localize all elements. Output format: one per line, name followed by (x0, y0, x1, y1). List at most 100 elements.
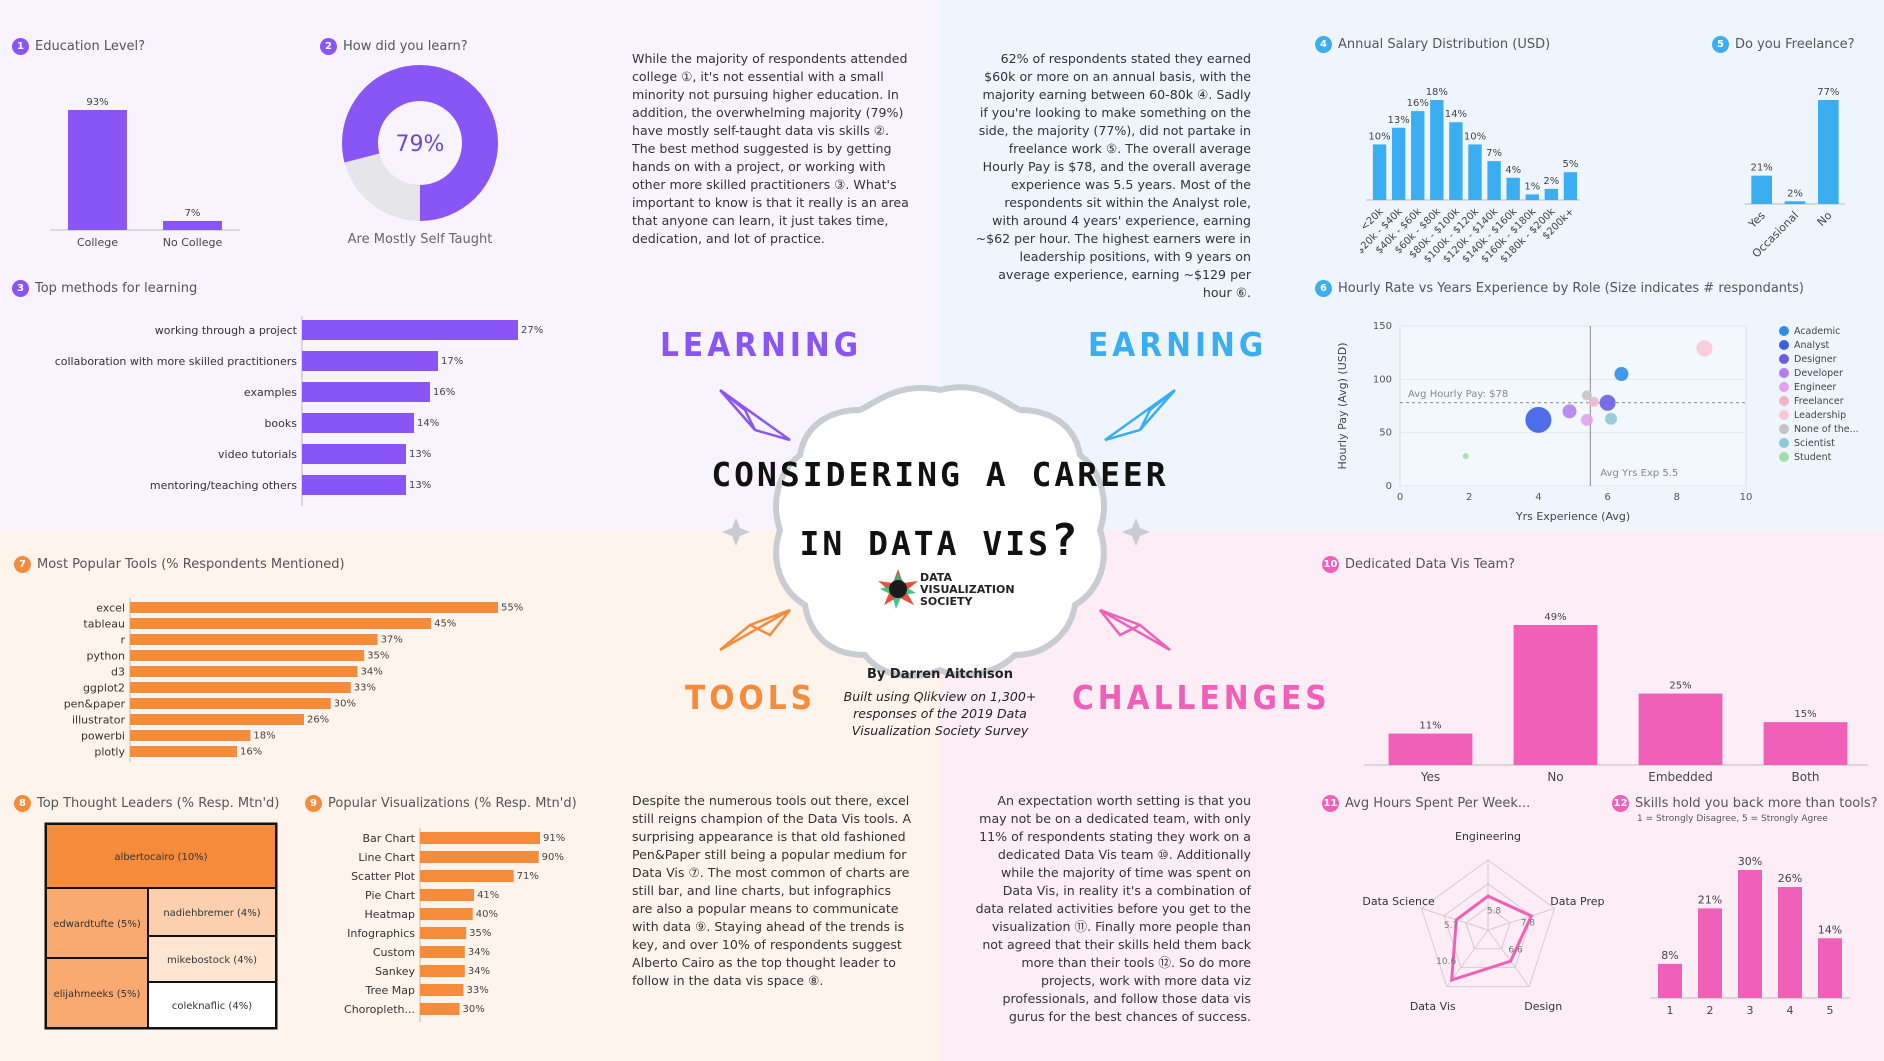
category-label: excel (96, 602, 125, 615)
category-label: Choropleth... (344, 1003, 415, 1016)
radar-spoke (1487, 907, 1555, 931)
data-label: 14% (417, 418, 439, 429)
bar (130, 634, 378, 645)
data-label: 30% (334, 699, 356, 710)
bar (1818, 100, 1839, 204)
chart-11-title: 11 Avg Hours Spent Per Week... (1322, 795, 1531, 812)
radar-axis-label: Design (1524, 1000, 1562, 1013)
scatter-point (1605, 412, 1618, 425)
chart-education-level: 93% College 7% No College (50, 97, 240, 249)
category-label: 1 (1667, 1004, 1674, 1017)
bar (130, 698, 331, 709)
bar (68, 110, 127, 230)
legend-label: Developer (1794, 368, 1843, 379)
bar (130, 730, 251, 741)
chart-dedicated-team: 11% Yes 49% No 25% Embedded 15% Both (1364, 612, 1868, 784)
radar-axis-label: Engineering (1455, 830, 1521, 843)
data-label: 13% (409, 480, 431, 491)
data-label: 93% (86, 97, 108, 108)
number-badge-3: 3 (12, 280, 29, 297)
category-label: Bar Chart (362, 832, 415, 845)
main-title-line1: CONSIDERING A CAREER (711, 455, 1169, 494)
data-label: 35% (367, 651, 389, 662)
bar (302, 413, 414, 433)
data-label: 8% (1661, 949, 1678, 962)
bar (1391, 127, 1406, 200)
data-label: 10% (1368, 131, 1390, 142)
y-tick-label: 0 (1386, 481, 1392, 492)
section-learning: LEARNING (660, 325, 863, 364)
sparkle-icon-right (1122, 518, 1150, 546)
bar (1563, 172, 1578, 200)
chart-skills: 8% 1 21% 2 30% 3 26% 4 14% 5 (1650, 855, 1850, 1017)
data-label: 91% (543, 833, 565, 844)
category-label: Embedded (1648, 770, 1713, 784)
section-challenges: CHALLENGES (1072, 678, 1331, 717)
category-label: ggplot2 (83, 682, 125, 695)
bar (130, 602, 498, 613)
radar-axis-label: Data Science (1362, 895, 1435, 908)
treemap-label: nadiehbremer (4%) (163, 908, 260, 919)
bar (420, 984, 464, 996)
x-tick-label: 2 (1466, 492, 1472, 503)
category-label: python (87, 650, 126, 663)
radar-value-label: 6.6 (1508, 946, 1523, 956)
legend-swatch (1779, 382, 1789, 392)
bar (1751, 175, 1772, 204)
category-label: Heatmap (364, 908, 415, 921)
rocket-icon-challenges (1099, 608, 1171, 652)
legend-swatch (1779, 452, 1789, 462)
main-title-line2: IN DATA VIS? (799, 515, 1081, 566)
radar-spoke (1446, 929, 1489, 987)
bar (1818, 938, 1842, 998)
data-label: 26% (307, 715, 329, 726)
legend-swatch (1779, 368, 1789, 378)
legend-swatch (1779, 354, 1789, 364)
category-label: plotly (94, 746, 125, 759)
legend-label: None of the... (1794, 424, 1859, 435)
category-label: mentoring/teaching others (150, 479, 297, 492)
data-label: 13% (1388, 115, 1410, 126)
donut-slice (342, 65, 498, 221)
number-badge-5: 5 (1712, 36, 1729, 53)
scatter-point (1599, 394, 1616, 411)
bar (1487, 161, 1501, 200)
bar (1411, 111, 1425, 200)
x-tick-label: 8 (1674, 492, 1680, 503)
legend-swatch (1779, 438, 1789, 448)
scatter-point (1588, 396, 1599, 407)
bar (1468, 144, 1482, 200)
data-label: 5% (1563, 159, 1579, 170)
bar (1388, 733, 1473, 765)
bar (302, 382, 430, 402)
chart-10-title: 10 Dedicated Data Vis Team? (1322, 556, 1516, 573)
bar (420, 889, 475, 901)
category-label: collaboration with more skilled practiti… (55, 355, 298, 368)
category-label: Tree Map (364, 984, 415, 997)
data-label: 13% (409, 449, 431, 460)
scatter-point (1525, 406, 1552, 433)
number-badge-11: 11 (1322, 795, 1339, 812)
x-tick-label: 10 (1740, 492, 1753, 503)
data-label: 4% (1505, 165, 1521, 176)
sparkle-icon-left (722, 518, 750, 546)
radar-grid (1465, 906, 1511, 950)
bar (130, 650, 365, 661)
treemap-label: coleknaflic (4%) (172, 1001, 252, 1012)
chart-top-methods: working through a project 27% collaboratio… (55, 316, 543, 506)
category-label: Scatter Plot (351, 870, 416, 883)
category-label: Custom (373, 946, 415, 959)
x-tick-label: 4 (1535, 492, 1541, 503)
treemap-label: mikebostock (4%) (167, 955, 257, 966)
bar (163, 220, 222, 230)
category-label: Infographics (347, 927, 415, 940)
scatter-point (1614, 367, 1629, 381)
bar (130, 714, 304, 725)
bar (1784, 201, 1806, 204)
number-badge-9: 9 (305, 795, 322, 812)
data-label: 17% (441, 356, 463, 367)
treemap-label: edwardtufte (5%) (53, 919, 141, 930)
x-tick-label: 0 (1397, 492, 1403, 503)
bar (302, 444, 406, 464)
category-label: 3 (1747, 1004, 1754, 1017)
